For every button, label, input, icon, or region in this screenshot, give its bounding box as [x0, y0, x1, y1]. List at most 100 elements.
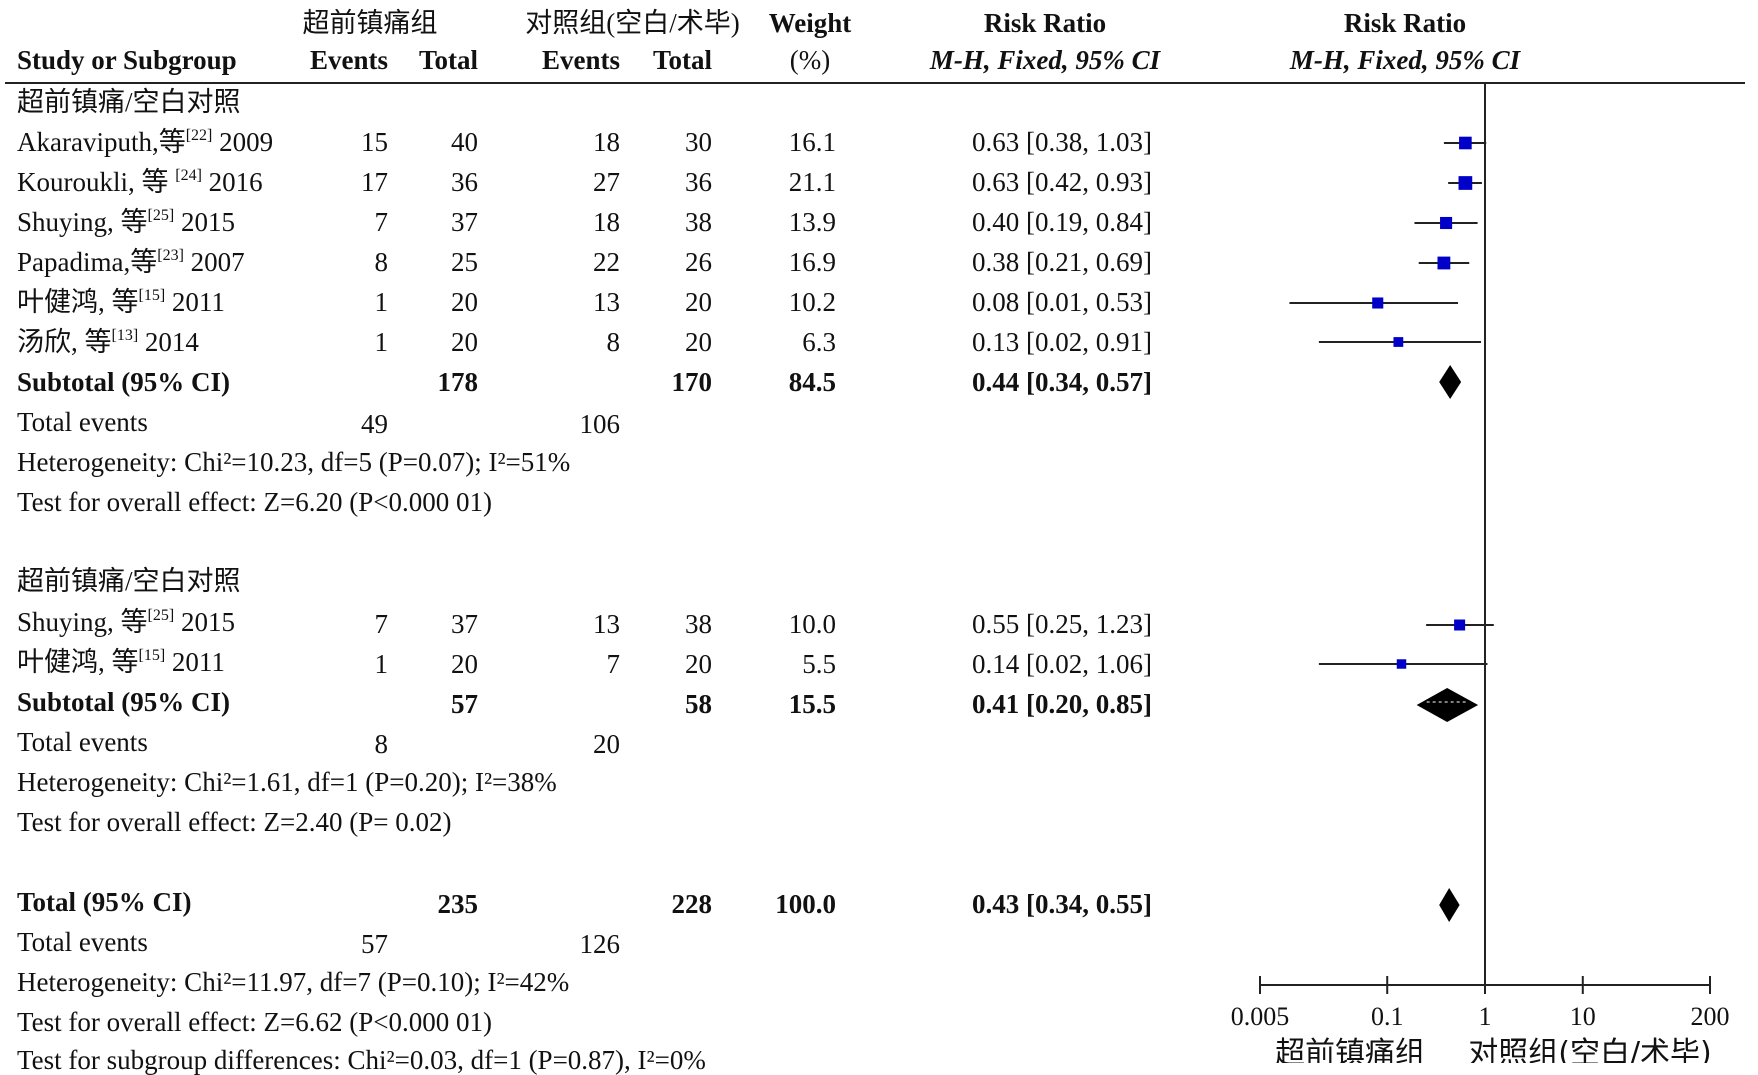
- favours-right-label: 对照组(空白/术毕): [1468, 1036, 1712, 1063]
- study-name: Shuying, 等[25] 2015: [17, 607, 235, 637]
- total-events1: 49: [361, 409, 388, 439]
- overall-effect-text: Test for overall effect: Z=6.20 (P<0.000…: [17, 487, 492, 517]
- ci-text: 0.08 [0.01, 0.53]: [972, 287, 1152, 317]
- subtotal-total2: 58: [685, 689, 712, 719]
- overall-effect-text: Test for overall effect: Z=6.62 (P<0.000…: [17, 1007, 492, 1037]
- total-events1: 57: [361, 929, 388, 959]
- total-events1: 8: [374, 729, 389, 759]
- point-estimate-square: [1459, 136, 1472, 150]
- total1: 37: [451, 609, 478, 639]
- weight: 16.9: [788, 247, 836, 277]
- study-name: Kouroukli, 等 [24] 2016: [17, 167, 263, 197]
- events2: 18: [593, 207, 620, 237]
- favours-left-label: 超前镇痛组: [1275, 1036, 1425, 1063]
- events1: 7: [374, 207, 389, 237]
- point-estimate-square: [1393, 337, 1404, 347]
- header-total1: Total: [418, 45, 478, 75]
- total2: 30: [685, 127, 712, 157]
- subgroup2-title: 超前镇痛/空白对照: [17, 566, 241, 596]
- events2: 18: [593, 127, 620, 157]
- study-name: Akaraviputh,等[22] 2009: [17, 127, 274, 157]
- study-name: 叶健鸿, 等[15] 2011: [17, 287, 225, 317]
- total2: 20: [685, 327, 712, 357]
- total1: 20: [451, 287, 478, 317]
- subtotal-total1: 57: [451, 689, 478, 719]
- pooled-estimate-diamond: [1439, 888, 1460, 922]
- weight: 5.5: [802, 649, 836, 679]
- ci-text: 0.63 [0.38, 1.03]: [972, 127, 1152, 157]
- events2: 27: [593, 167, 620, 197]
- total-events-label: Total events: [17, 927, 148, 957]
- point-estimate-square: [1437, 256, 1451, 270]
- events2: 22: [593, 247, 620, 277]
- subtotal-label: Subtotal (95% CI): [17, 367, 231, 397]
- point-estimate-square: [1458, 176, 1473, 190]
- total1: 40: [451, 127, 478, 157]
- total-total2: 228: [671, 889, 713, 919]
- total1: 37: [451, 207, 478, 237]
- ci-text: 0.63 [0.42, 0.93]: [972, 167, 1152, 197]
- subtotal-total2: 170: [671, 367, 713, 397]
- point-estimate-square: [1440, 216, 1453, 230]
- weight: 13.9: [788, 207, 836, 237]
- events1: 1: [374, 327, 389, 357]
- x-tick-label: 0.1: [1371, 1002, 1404, 1031]
- header-rr-method-right: M-H, Fixed, 95% CI: [1289, 45, 1521, 75]
- header-total2: Total: [652, 45, 712, 75]
- ci-text: 0.13 [0.02, 0.91]: [972, 327, 1152, 357]
- total-events2: 20: [593, 729, 620, 759]
- x-tick-label: 200: [1691, 1002, 1730, 1031]
- ci-text: 0.14 [0.02, 1.06]: [972, 649, 1152, 679]
- heterogeneity-text: Heterogeneity: Chi²=11.97, df=7 (P=0.10)…: [17, 967, 570, 997]
- subtotal-ci: 0.41 [0.20, 0.85]: [972, 689, 1152, 719]
- total-weight: 100.0: [775, 889, 836, 919]
- subtotal-total1: 178: [437, 367, 479, 397]
- total-ci: 0.43 [0.34, 0.55]: [972, 889, 1152, 919]
- heterogeneity-text: Heterogeneity: Chi²=10.23, df=5 (P=0.07)…: [17, 447, 571, 477]
- events1: 1: [374, 287, 389, 317]
- total2: 38: [685, 207, 712, 237]
- x-tick-label: 0.005: [1231, 1002, 1290, 1031]
- weight: 21.1: [788, 167, 836, 197]
- events2: 13: [593, 609, 620, 639]
- header-weight-unit: (%): [789, 45, 831, 75]
- total2: 38: [685, 609, 712, 639]
- header-weight: Weight: [768, 8, 852, 38]
- study-name: Shuying, 等[25] 2015: [17, 207, 235, 237]
- header-events2: Events: [541, 45, 620, 75]
- header-rule: [5, 82, 1745, 84]
- total1: 36: [451, 167, 478, 197]
- events2: 7: [606, 649, 621, 679]
- events1: 1: [374, 649, 389, 679]
- x-tick-label: 1: [1479, 1002, 1492, 1031]
- study-name: 叶健鸿, 等[15] 2011: [17, 647, 225, 677]
- total-events2: 126: [579, 929, 621, 959]
- subtotal-ci: 0.44 [0.34, 0.57]: [972, 367, 1152, 397]
- events2: 13: [593, 287, 620, 317]
- total-events-label: Total events: [17, 407, 148, 437]
- weight: 10.0: [788, 609, 836, 639]
- events1: 15: [361, 127, 388, 157]
- study-name: 汤欣, 等[13] 2014: [17, 327, 199, 357]
- x-tick-label: 10: [1570, 1002, 1596, 1031]
- pooled-estimate-diamond: [1416, 688, 1479, 722]
- events1: 7: [374, 609, 389, 639]
- subgroup1-title: 超前镇痛/空白对照: [17, 87, 241, 117]
- pooled-estimate-diamond: [1439, 365, 1462, 399]
- header-group2: 对照组(空白/术毕): [525, 8, 740, 38]
- total1: 20: [451, 327, 478, 357]
- events1: 8: [374, 247, 389, 277]
- total1: 20: [451, 649, 478, 679]
- total2: 20: [685, 287, 712, 317]
- ci-text: 0.55 [0.25, 1.23]: [972, 609, 1152, 639]
- header-events1: Events: [309, 45, 388, 75]
- weight: 10.2: [788, 287, 836, 317]
- heterogeneity-text: Heterogeneity: Chi²=1.61, df=1 (P=0.20);…: [17, 767, 557, 797]
- point-estimate-square: [1372, 297, 1384, 309]
- overall-effect-text: Test for overall effect: Z=2.40 (P= 0.02…: [17, 807, 452, 837]
- study-name: Papadima,等[23] 2007: [17, 247, 245, 277]
- total2: 36: [685, 167, 712, 197]
- events2: 8: [606, 327, 621, 357]
- total-label: Total (95% CI): [17, 887, 192, 917]
